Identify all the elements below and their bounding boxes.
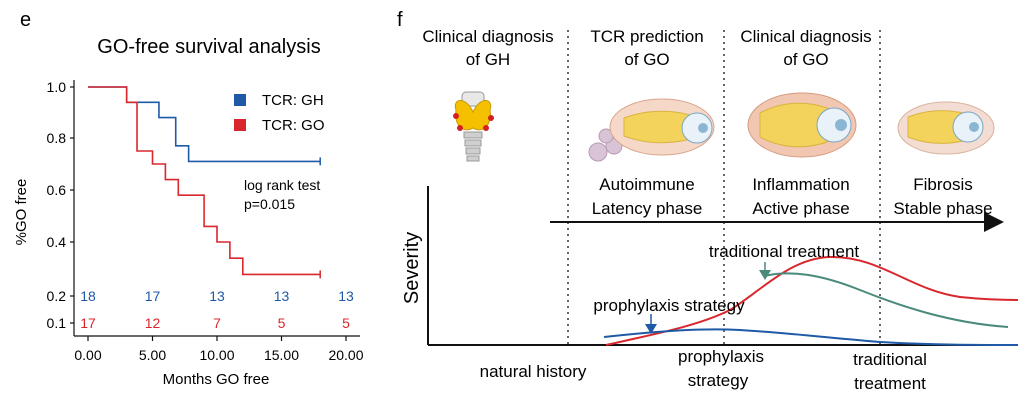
y-tick-label: 0.1 [47,315,67,331]
orbit-illustration-fibrosis [897,101,995,155]
y-tick-label: 0.4 [47,234,67,250]
orbit-illustration-active [747,92,857,158]
y-ticks: 0.1 0.2 0.4 0.6 0.8 1.0 [47,79,74,331]
bottom-label-prophylaxis-line2: strategy [688,371,749,390]
at-risk-count: 5 [278,315,286,331]
at-risk-count: 13 [338,288,354,304]
x-ticks: 0.00 5.00 10.00 15.00 20.00 [74,336,364,363]
stage-header-1-line1: Clinical diagnosis [422,27,553,46]
x-tick-label: 15.00 [264,347,299,363]
phase-1-line2: Latency phase [592,199,703,218]
traditional-treatment-label: traditional treatment [709,242,860,261]
at-risk-count: 17 [80,315,96,331]
bottom-label-traditional-line1: traditional [853,350,927,369]
x-tick-label: 20.00 [328,347,363,363]
severity-axis-label: Severity [401,232,423,304]
x-tick-label: 5.00 [139,347,166,363]
phase-2-line1: Inflammation [752,175,849,194]
bottom-label-traditional-line2: treatment [854,374,926,393]
stage-header-2-line2: of GO [624,50,669,69]
legend: TCR: GH TCR: GO [234,92,325,134]
stage-header-3-line2: of GO [783,50,828,69]
at-risk-count: 18 [80,288,96,304]
natural-history-curve [605,255,1019,346]
p-value-label: p=0.015 [244,196,295,212]
at-risk-count: 12 [145,315,161,331]
thyroid-illustration [453,91,494,162]
y-tick-label: 0.6 [47,182,67,198]
prophylaxis-strategy-label: prophylaxis strategy [593,296,745,315]
y-tick-label: 1.0 [47,79,67,95]
phase-3-line1: Fibrosis [913,175,973,194]
bottom-label-natural-history: natural history [480,362,587,381]
bottom-label-prophylaxis-line1: prophylaxis [678,347,764,366]
legend-label-go: TCR: GO [262,117,325,134]
at-risk-count: 13 [274,288,290,304]
legend-swatch-go [234,119,246,131]
x-axis-label: Months GO free [163,371,270,388]
traditional-marker-icon [759,270,771,280]
log-rank-label: log rank test [244,177,320,193]
legend-swatch-gh [234,94,246,106]
chart-title: GO-free survival analysis [97,36,320,58]
at-risk-table: 18 17 13 13 13 17 12 7 5 5 [80,288,354,331]
legend-label-gh: TCR: GH [262,92,324,109]
orbit-illustration-latency [588,98,715,162]
prophylaxis-curve [603,328,1019,346]
x-tick-label: 10.00 [199,347,234,363]
at-risk-count: 13 [209,288,225,304]
phase-2-line2: Active phase [752,199,849,218]
km-curve-go [88,86,321,276]
panel-e-letter: e [20,9,31,31]
stage-header-3-line1: Clinical diagnosis [740,27,871,46]
at-risk-count: 7 [213,315,221,331]
y-tick-label: 0.2 [47,288,67,304]
panel-e: e GO-free survival analysis 0.1 0.2 0.4 0.6… [13,9,364,388]
stage-header-2-line1: TCR prediction [590,27,703,46]
panel-f: f Clinical diagnosis of GH TCR predictio… [397,9,1019,393]
km-series [88,86,321,279]
at-risk-count: 17 [145,288,161,304]
traditional-treatment-curve [763,272,1009,328]
y-tick-label: 0.8 [47,130,67,146]
panel-f-letter: f [397,9,403,31]
at-risk-count: 5 [342,315,350,331]
y-axis-label: %GO free [13,179,30,246]
phase-1-line1: Autoimmune [599,175,694,194]
x-tick-label: 0.00 [74,347,101,363]
stage-header-1-line2: of GH [466,50,510,69]
phase-3-line2: Stable phase [893,199,992,218]
prophylaxis-marker-icon [645,324,657,334]
